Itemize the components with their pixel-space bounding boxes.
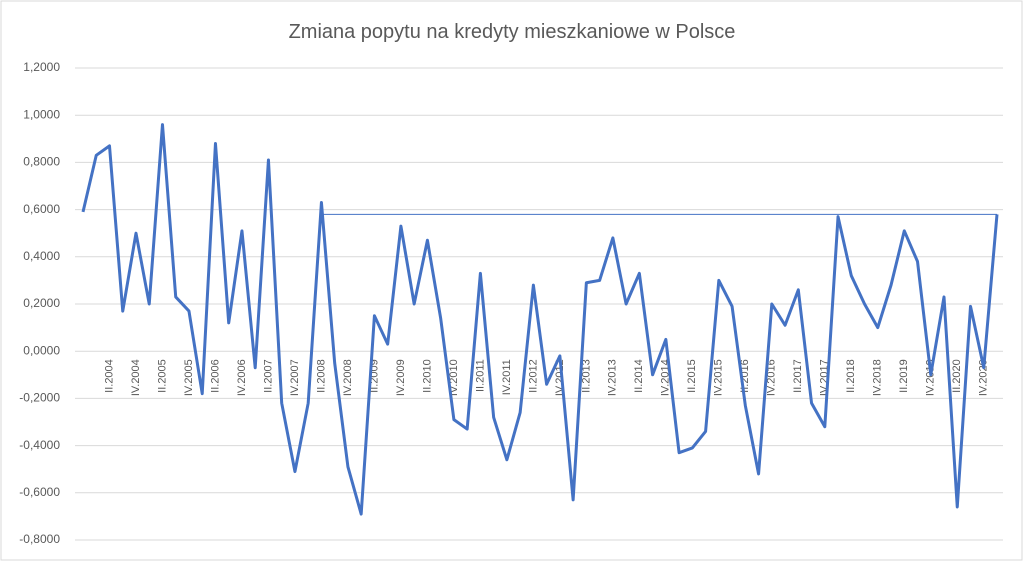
y-tick-label: 0,4000: [23, 249, 60, 263]
x-tick-label: II.2006: [209, 359, 221, 393]
y-tick-label: 1,0000: [23, 107, 60, 121]
y-tick-label: -0,4000: [19, 438, 60, 452]
y-tick-label: 0,0000: [23, 343, 60, 357]
x-tick-label: II.2015: [686, 359, 698, 393]
x-tick-label: II.2012: [527, 359, 539, 393]
chart-title: Zmiana popytu na kredyty mieszkaniowe w …: [289, 21, 736, 43]
x-tick-label: II.2007: [262, 359, 274, 393]
y-tick-label: -0,6000: [19, 485, 60, 499]
x-tick-label: II.2004: [103, 359, 115, 393]
x-tick-label: IV.2013: [607, 359, 619, 396]
x-tick-label: II.2019: [898, 359, 910, 393]
x-tick-label: IV.2019: [925, 359, 937, 396]
x-tick-label: II.2017: [792, 359, 804, 393]
y-tick-label: 0,8000: [23, 155, 60, 169]
x-tick-label: II.2005: [156, 359, 168, 393]
y-tick-label: 0,6000: [23, 202, 60, 216]
x-tick-label: II.2011: [474, 359, 486, 392]
x-tick-label: IV.2004: [130, 359, 142, 396]
x-tick-label: IV.2009: [395, 359, 407, 396]
series-line: [81, 123, 999, 516]
x-tick-label: IV.2011: [501, 359, 513, 395]
y-tick-label: -0,8000: [19, 532, 60, 546]
x-tick-label: IV.2006: [236, 359, 248, 396]
x-tick-label: II.2013: [580, 359, 592, 393]
x-tick-label: II.2008: [315, 359, 327, 393]
x-tick-label: II.2010: [421, 359, 433, 393]
x-tick-label: IV.2005: [183, 359, 195, 396]
x-tick-label: IV.2016: [766, 359, 778, 396]
x-tick-label: IV.2007: [289, 359, 301, 396]
x-tick-label: IV.2018: [872, 359, 884, 396]
x-tick-label: IV.2008: [342, 359, 354, 396]
x-tick-label: II.2020: [951, 359, 963, 393]
x-tick-label: IV.2020: [978, 359, 990, 396]
x-tick-label: II.2018: [845, 359, 857, 393]
y-tick-label: 1,2000: [23, 60, 60, 74]
x-tick-label: II.2014: [633, 359, 645, 393]
y-tick-label: -0,2000: [19, 391, 60, 405]
y-tick-label: 0,2000: [23, 296, 60, 310]
x-tick-label: IV.2015: [713, 359, 725, 396]
